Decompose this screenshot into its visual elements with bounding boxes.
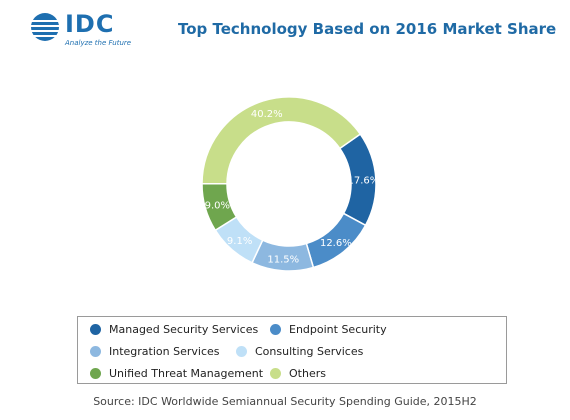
donut-slices xyxy=(201,96,377,272)
legend-label: Consulting Services xyxy=(255,345,364,358)
legend-label: Managed Security Services xyxy=(109,323,259,336)
data-label-others: 40.2% xyxy=(251,109,283,120)
legend-item-unified-threat-management: Unified Threat Management xyxy=(90,367,263,380)
legend-item-consulting-services: Consulting Services xyxy=(236,345,363,358)
donut-data-labels: 17.6% 12.6% 11.5% 9.1% 9.0% 40.2% xyxy=(205,109,380,265)
legend-item-managed-security-services: Managed Security Services xyxy=(90,323,258,336)
data-label-managed-security-services: 17.6% xyxy=(347,176,379,187)
data-label-endpoint-security: 12.6% xyxy=(320,238,352,249)
legend-swatch xyxy=(90,346,101,357)
logo-tagline: Analyze the Future xyxy=(65,39,132,47)
data-label-consulting-services: 9.1% xyxy=(227,236,252,247)
data-label-unified-threat-management: 9.0% xyxy=(205,200,230,211)
data-label-integration-services: 11.5% xyxy=(267,254,299,265)
donut-slice-others xyxy=(201,96,362,185)
legend-item-endpoint-security: Endpoint Security xyxy=(270,323,387,336)
source-note: Source: IDC Worldwide Semiannual Securit… xyxy=(93,395,477,408)
legend-swatch xyxy=(270,368,281,379)
legend-label: Others xyxy=(289,367,326,380)
chart-title: Top Technology Based on 2016 Market Shar… xyxy=(178,20,557,38)
legend-swatch xyxy=(270,324,281,335)
legend-label: Integration Services xyxy=(109,345,220,358)
legend-item-others: Others xyxy=(270,367,326,380)
legend-swatch xyxy=(90,368,101,379)
legend-swatch xyxy=(236,346,247,357)
idc-logo: IDC Analyze the Future xyxy=(30,10,180,50)
donut-chart: 17.6% 12.6% 11.5% 9.1% 9.0% 40.2% xyxy=(201,96,380,272)
legend-swatch xyxy=(90,324,101,335)
logo-wordmark: IDC xyxy=(65,10,115,38)
legend-label: Endpoint Security xyxy=(289,323,387,336)
chart-legend: Managed Security Services Endpoint Secur… xyxy=(77,316,507,384)
legend-label: Unified Threat Management xyxy=(109,367,264,380)
globe-icon xyxy=(30,13,60,41)
legend-item-integration-services: Integration Services xyxy=(90,345,220,358)
